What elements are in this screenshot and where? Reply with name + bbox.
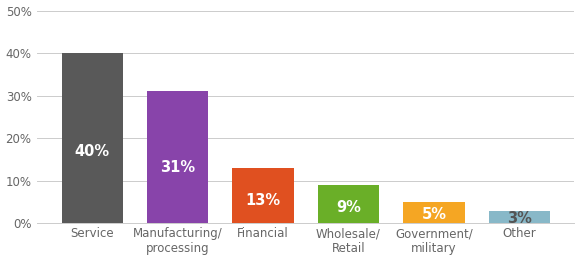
Text: 9%: 9%: [336, 200, 361, 215]
Bar: [488, 211, 550, 223]
Text: 3%: 3%: [507, 211, 532, 226]
Text: 5%: 5%: [422, 207, 447, 222]
Bar: [61, 53, 123, 223]
Text: 13%: 13%: [245, 193, 281, 207]
Bar: [403, 202, 465, 223]
Text: 31%: 31%: [160, 161, 195, 175]
Bar: [147, 91, 208, 223]
Bar: [318, 185, 379, 223]
Text: 40%: 40%: [75, 144, 110, 159]
Bar: [233, 168, 294, 223]
